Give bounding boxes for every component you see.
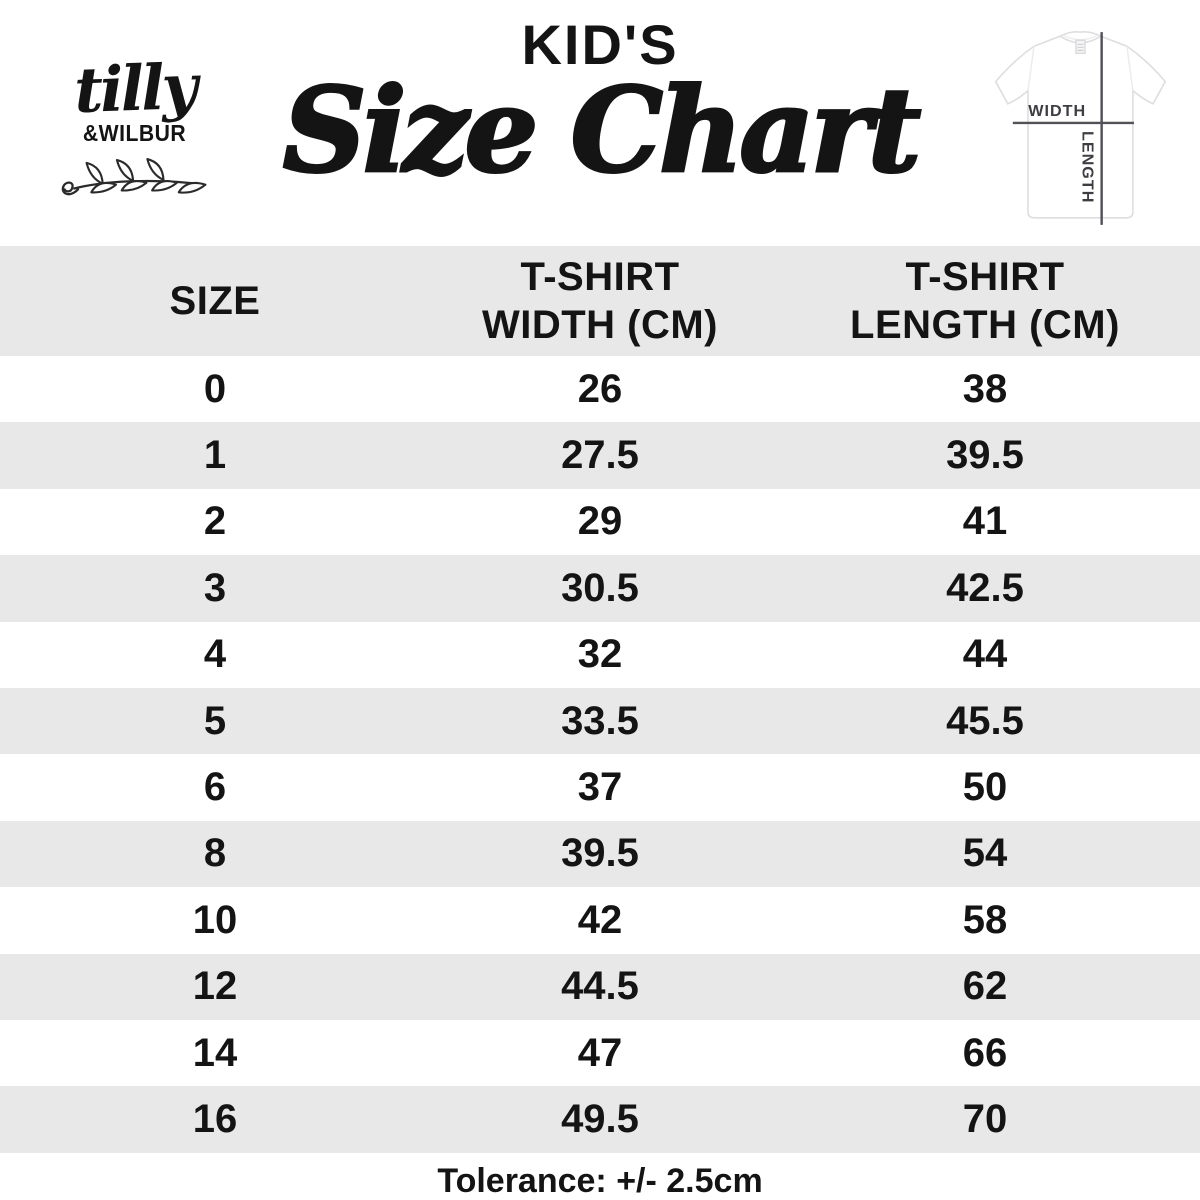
brand-logo: tilly &WILBUR: [42, 50, 227, 208]
table-row: 16 49.5 70: [0, 1086, 1200, 1153]
cell-size: 4: [203, 632, 227, 677]
cell-length: 70: [962, 1096, 1008, 1141]
cell-length: 45.5: [946, 698, 1024, 743]
cell-width: 47: [577, 1030, 623, 1075]
tshirt-body: [994, 31, 1167, 219]
cell-length: 44: [962, 632, 1008, 677]
cell-length: 58: [962, 897, 1008, 942]
table-row: 0 26 38: [0, 356, 1200, 423]
header-width-line1: T-SHIRT: [520, 255, 680, 299]
length-label: LENGTH: [1078, 131, 1096, 203]
header-size: SIZE: [169, 279, 261, 323]
cell-width: 49.5: [561, 1096, 639, 1141]
table-row: 2 29 41: [0, 488, 1200, 556]
table-row: 10 42 58: [0, 887, 1200, 954]
table-row: 8 39.5 54: [0, 820, 1200, 888]
page-title: Size Chart: [281, 63, 922, 199]
cell-width: 42: [577, 897, 623, 942]
cell-size: 16: [192, 1096, 238, 1141]
cell-width: 44.5: [561, 964, 639, 1009]
table-row: 3 30.5 42.5: [0, 555, 1200, 622]
cell-size: 8: [203, 831, 227, 876]
cell-size: 2: [203, 499, 227, 544]
cell-width: 27.5: [561, 433, 639, 478]
cell-size: 0: [203, 366, 227, 411]
cell-size: 1: [203, 433, 227, 478]
cell-size: 3: [203, 565, 227, 610]
cell-length: 38: [962, 366, 1008, 411]
cell-length: 54: [962, 831, 1008, 876]
cell-length: 39.5: [946, 433, 1024, 478]
cell-length: 41: [962, 499, 1008, 544]
cell-size: 10: [192, 897, 238, 942]
header-length-line1: T-SHIRT: [905, 255, 1065, 299]
size-table: SIZE T-SHIRT WIDTH (CM) T-SHIRT LENGTH (…: [0, 246, 1200, 1153]
table-row: 1 27.5 39.5: [0, 422, 1200, 489]
laurel-branch-icon: [61, 158, 206, 196]
header-width: T-SHIRT WIDTH (CM): [430, 246, 770, 356]
header-length: T-SHIRT LENGTH (CM): [770, 246, 1200, 356]
header-width-line2: WIDTH (CM): [481, 303, 719, 347]
tolerance-note: Tolerance: +/- 2.5cm: [437, 1162, 763, 1200]
table-row: 5 33.5 45.5: [0, 687, 1200, 755]
tshirt-measurement-diagram: WIDTH LENGTH: [994, 31, 1167, 225]
cell-size: 12: [192, 964, 238, 1009]
cell-width: 32: [577, 632, 623, 677]
cell-size: 5: [203, 698, 227, 743]
table-row: 12 44.5 62: [0, 953, 1200, 1020]
table-row: 4 32 44: [0, 621, 1200, 688]
cell-width: 33.5: [561, 698, 639, 743]
cell-length: 50: [962, 765, 1008, 810]
width-label: WIDTH: [1028, 102, 1086, 120]
brand-name-caps: &WILBUR: [82, 120, 187, 146]
cell-length: 66: [962, 1030, 1008, 1075]
table-row: 14 47 66: [0, 1019, 1200, 1087]
cell-size: 14: [192, 1030, 238, 1075]
cell-width: 29: [577, 499, 623, 544]
cell-width: 39.5: [561, 831, 639, 876]
table-row: 6 37 50: [0, 754, 1200, 821]
cell-width: 37: [577, 765, 623, 810]
cell-size: 6: [203, 765, 227, 810]
neck-label: [1075, 39, 1086, 54]
size-table-body: 0 26 38 1 27.5 39.5 2 29 41 3 30.5 42.5 …: [0, 356, 1200, 1153]
size-table-header-row: SIZE T-SHIRT WIDTH (CM) T-SHIRT LENGTH (…: [0, 246, 1200, 356]
chart-kicker: KID'S: [521, 13, 679, 76]
page-header: tilly &WILBUR KID'S Size Chart: [0, 0, 1200, 246]
cell-length: 42.5: [946, 565, 1024, 610]
cell-width: 26: [577, 366, 623, 411]
cell-width: 30.5: [561, 565, 639, 610]
header-length-line2: LENGTH (CM): [850, 303, 1120, 347]
cell-length: 62: [962, 964, 1008, 1009]
